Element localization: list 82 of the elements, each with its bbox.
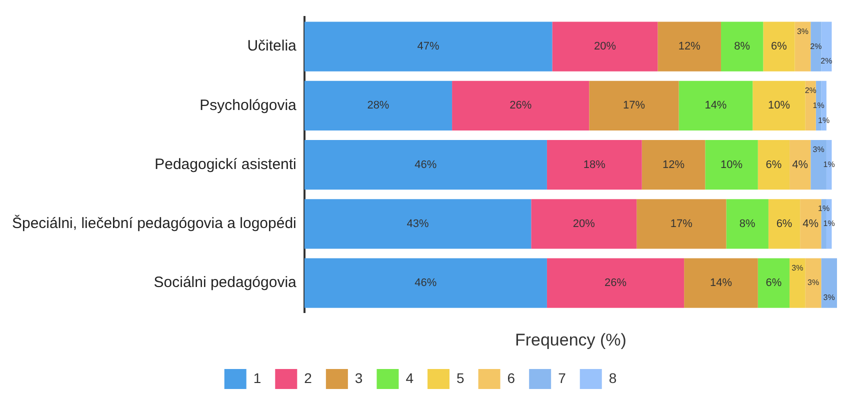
bar — [790, 258, 806, 308]
bar — [304, 80, 452, 131]
data-label: 10% — [720, 158, 743, 171]
legend-label: 6 — [507, 370, 516, 386]
data-label: 3% — [812, 145, 824, 154]
legend-label: 7 — [558, 370, 566, 386]
data-label: 43% — [406, 218, 429, 230]
data-label: 6% — [776, 218, 792, 230]
legend-label: 3 — [354, 370, 363, 386]
data-label: 1% — [823, 219, 835, 228]
data-label: 6% — [766, 158, 782, 171]
y-tick-label: Sociálni pedagógovia — [154, 274, 298, 292]
legend-label: 1 — [253, 370, 262, 386]
bar — [304, 140, 547, 190]
bar — [758, 140, 790, 190]
data-label: 14% — [704, 100, 727, 112]
bar — [304, 22, 552, 72]
data-label: 8% — [739, 218, 756, 230]
bar — [546, 140, 642, 190]
bar — [768, 199, 800, 249]
legend-label: 8 — [608, 370, 617, 386]
bar — [705, 140, 758, 190]
data-label: 3% — [792, 263, 804, 272]
bar — [531, 199, 637, 249]
data-label: 3% — [796, 26, 809, 36]
data-label: 6% — [771, 40, 788, 53]
bar — [589, 80, 679, 131]
data-label: 12% — [662, 158, 685, 171]
data-label: 8% — [734, 40, 750, 53]
bar — [752, 80, 806, 131]
data-label: 4% — [802, 218, 819, 230]
data-label: 1% — [823, 160, 835, 170]
data-label: 46% — [414, 277, 437, 290]
data-label: 1% — [818, 116, 830, 125]
x-axis-title: Frequency (%) — [514, 330, 626, 350]
bar — [763, 22, 795, 72]
legend-label: 2 — [304, 370, 312, 386]
data-label: 26% — [604, 277, 627, 290]
bar — [546, 258, 684, 308]
bar — [636, 199, 726, 249]
data-label: 3% — [823, 293, 835, 302]
data-label: 17% — [622, 100, 646, 112]
data-label: 2% — [820, 56, 832, 66]
data-label: 20% — [594, 40, 616, 53]
data-label: 28% — [367, 100, 390, 112]
data-label: 6% — [766, 277, 782, 290]
bar — [452, 80, 590, 131]
data-label: 4% — [792, 158, 808, 171]
bar — [790, 140, 811, 190]
bar — [684, 258, 758, 308]
data-label: 20% — [572, 218, 596, 230]
bar — [552, 22, 658, 72]
y-tick-label: Špeciálni, liečební pedagógovia a logopédi — [12, 214, 296, 232]
bar — [794, 22, 811, 72]
data-label: 47% — [417, 40, 440, 53]
data-label: 12% — [678, 40, 701, 53]
bar — [805, 258, 822, 308]
y-tick-label: Pedagogickí asistenti — [154, 156, 296, 173]
data-label: 14% — [710, 277, 732, 290]
bar — [678, 80, 753, 131]
data-label: 46% — [414, 158, 437, 171]
bar — [720, 22, 764, 72]
y-tick-label: Učitelia — [247, 38, 298, 55]
y-tick-label: Psychológovia — [200, 96, 298, 114]
data-label: 10% — [768, 100, 790, 112]
data-label: 2% — [810, 42, 822, 51]
bar — [810, 22, 822, 72]
bar — [758, 258, 790, 308]
bar — [642, 140, 706, 190]
bar — [304, 258, 547, 308]
bar — [821, 22, 832, 72]
legend-label: 4 — [406, 370, 414, 386]
data-label: 17% — [670, 218, 693, 230]
bar — [821, 258, 837, 308]
data-label: 3% — [807, 278, 820, 288]
data-label: 2% — [804, 86, 816, 95]
bar — [658, 22, 721, 72]
data-label: 26% — [510, 100, 532, 112]
bar — [304, 199, 532, 249]
legend-label: 5 — [456, 370, 464, 386]
bar — [726, 199, 768, 249]
data-label: 18% — [583, 158, 606, 171]
